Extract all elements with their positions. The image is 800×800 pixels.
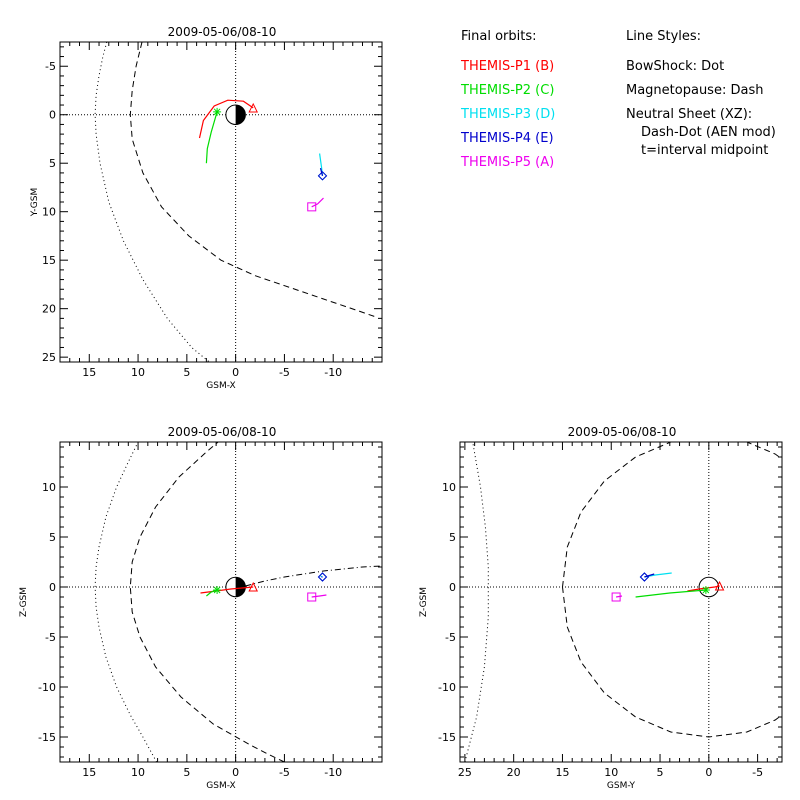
- xy-orbit-p4: [319, 167, 324, 176]
- xz-xtick-label: 0: [232, 766, 239, 779]
- xz-xtick-label: 10: [131, 766, 145, 779]
- yz-marker-p4: [639, 572, 650, 582]
- yz-ytick-label: -10: [438, 681, 456, 694]
- xz-marker-p1: [248, 581, 259, 592]
- xy-xtick-label: 15: [82, 366, 96, 379]
- yz-x-axis-label: GSM-Y: [607, 781, 636, 791]
- xz-y-axis-label: Z-GSM: [19, 587, 29, 617]
- yz-plot-frame: [459, 441, 783, 763]
- xy-ytick-label: 20: [42, 303, 56, 316]
- xz-earth-night-side: [235, 577, 246, 597]
- legend-entry-p2: THEMIS-P2 (C): [460, 83, 554, 98]
- xz-ytick-label: -10: [38, 681, 56, 694]
- yz-xtick-label: -5: [752, 766, 763, 779]
- xy-panel-title: 2009-05-06/08-10: [168, 25, 277, 39]
- yz-marker-p5: [611, 592, 621, 602]
- yz-magnetopause-lower: [562, 586, 782, 738]
- yz-xtick-label: 15: [555, 766, 569, 779]
- xy-xtick-label: -5: [279, 366, 290, 379]
- xy-orbit-p1: [198, 99, 254, 139]
- xy-bowshock-curve: [94, 42, 210, 362]
- xy-ytick-label: 0: [49, 109, 56, 122]
- xy-ytick-label: -5: [45, 60, 56, 73]
- style-neutral-sheet: Neutral Sheet (XZ):: [626, 107, 752, 122]
- xz-ytick-label: 0: [49, 581, 56, 594]
- legend: Final orbits: THEMIS-P1 (B) THEMIS-P2 (C…: [460, 29, 776, 170]
- yz-ytick-label: -5: [445, 631, 456, 644]
- xy-xtick-label: 0: [232, 366, 239, 379]
- xz-magnetopause-curve: [129, 442, 285, 762]
- xz-orbit-p1: [200, 586, 254, 594]
- xz-ytick-label: 10: [42, 481, 56, 494]
- xz-xtick-label: -5: [279, 766, 290, 779]
- xy-marker-p4: [317, 171, 328, 181]
- yz-ytick-label: 10: [442, 481, 456, 494]
- xy-ytick-label: 15: [42, 254, 56, 267]
- yz-xtick-label: 5: [657, 766, 664, 779]
- yz-xtick-label: 0: [705, 766, 712, 779]
- legend-entry-p4: THEMIS-P4 (E): [460, 131, 554, 146]
- yz-panel-title: 2009-05-06/08-10: [568, 425, 677, 439]
- xy-orbit-p5: [311, 197, 324, 208]
- xz-ytick-label: 5: [49, 531, 56, 544]
- xz-orbit-p5: [311, 594, 327, 598]
- yz-ytick-label: 5: [449, 531, 456, 544]
- xz-orbit-p2: [206, 589, 218, 597]
- xy-xtick-label: -10: [324, 366, 342, 379]
- xz-xtick-label: 15: [82, 766, 96, 779]
- xy-xtick-label: 5: [183, 366, 190, 379]
- xz-x-axis-label: GSM-X: [206, 781, 235, 791]
- yz-orbit-p4: [644, 573, 655, 578]
- xy-y-axis-label: Y-GSM: [30, 188, 40, 217]
- xz-ytick-label: -5: [45, 631, 56, 644]
- yz-xtick-label: 10: [604, 766, 618, 779]
- yz-orbit-panel: 2009-05-06/08-10 25 20 15 10 5 0 -5 -15 -10 -5 0 5 1…: [419, 425, 783, 791]
- legend-entry-p5: THEMIS-P5 (A): [460, 155, 554, 170]
- style-bowshock: BowShock: Dot: [626, 59, 724, 74]
- xy-orbit-panel: 2009-05-06/08-10 15 10 5 0 -5 -10 -5 0 5 10 15 20 25…: [30, 25, 383, 391]
- yz-xtick-label: 25: [458, 766, 472, 779]
- xy-ytick-label: 25: [42, 351, 56, 364]
- xy-x-axis-label: GSM-X: [206, 381, 235, 391]
- xy-marker-p5: [307, 202, 317, 212]
- xy-xtick-label: 10: [131, 366, 145, 379]
- orbits-legend-title: Final orbits:: [461, 29, 537, 44]
- yz-orbit-p2: [635, 589, 706, 598]
- xy-plot-frame: [59, 41, 383, 363]
- xz-xtick-label: 5: [183, 766, 190, 779]
- xz-marker-p5: [307, 592, 317, 602]
- xy-marker-p2: [213, 107, 222, 116]
- yz-bowshock-curve: [464, 442, 489, 762]
- style-neutral-sheet-detail: Dash-Dot (AEN mod): [641, 125, 776, 140]
- xz-marker-p4: [317, 572, 328, 582]
- xy-earth-night-side: [235, 104, 246, 125]
- xz-ytick-label: -15: [38, 731, 56, 744]
- xz-orbit-panel: 2009-05-06/08-10 15 10 5 0 -5 -10 -15 -10 -5 0 5 10…: [19, 425, 383, 791]
- yz-ytick-label: -15: [438, 731, 456, 744]
- xy-ytick-label: 5: [49, 157, 56, 170]
- yz-marker-p2: [701, 586, 710, 594]
- yz-ytick-label: 0: [449, 581, 456, 594]
- xz-marker-p2: [213, 586, 222, 594]
- xz-neutral-sheet: [245, 565, 382, 587]
- xy-ytick-label: 10: [42, 206, 56, 219]
- styles-legend-title: Line Styles:: [626, 29, 701, 44]
- yz-marker-p1: [714, 580, 725, 591]
- xy-orbit-p2: [205, 111, 218, 164]
- xy-marker-p1: [248, 102, 259, 113]
- style-time-note: t=interval midpoint: [641, 143, 768, 158]
- xz-plot-frame: [59, 441, 383, 763]
- style-magnetopause: Magnetopause: Dash: [626, 83, 763, 98]
- xy-magnetopause-curve: [129, 42, 378, 318]
- xz-panel-title: 2009-05-06/08-10: [168, 425, 277, 439]
- yz-y-axis-label: Z-GSM: [419, 587, 429, 617]
- legend-entry-p1: THEMIS-P1 (B): [460, 59, 554, 74]
- xz-xtick-label: -10: [324, 766, 342, 779]
- xz-bowshock-curve: [94, 442, 158, 762]
- yz-xtick-label: 20: [507, 766, 521, 779]
- legend-entry-p3: THEMIS-P3 (D): [460, 107, 555, 122]
- yz-magnetopause-upper: [562, 442, 782, 588]
- yz-orbit-p5: [615, 595, 623, 598]
